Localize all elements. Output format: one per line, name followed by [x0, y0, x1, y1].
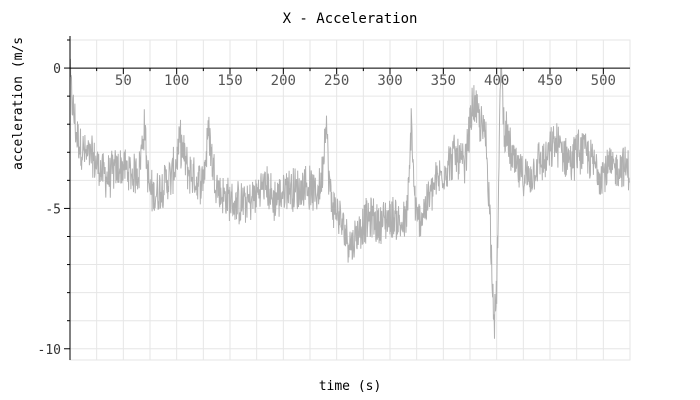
x-tick-label: 400 — [484, 73, 509, 89]
y-tick-label: -10 — [38, 343, 61, 358]
x-tick-label: 500 — [591, 73, 616, 89]
x-tick-label: 200 — [271, 73, 296, 89]
x-tick-label: 100 — [164, 73, 189, 89]
x-tick-label: 350 — [431, 73, 456, 89]
x-tick-label: 250 — [324, 73, 349, 89]
series-layer — [69, 58, 631, 339]
x-axis-title: time (s) — [319, 379, 382, 394]
x-tick-label: 450 — [537, 73, 562, 89]
axes: 0 -5 -10 50 100 150 200 250 300 350 400 450 500 — [38, 36, 630, 360]
series-line — [69, 58, 631, 339]
y-tick-label: 0 — [53, 62, 61, 77]
x-tick-label: 300 — [377, 73, 402, 89]
y-axis-title: acceleration (m/s — [11, 37, 26, 170]
y-tick-label: -5 — [45, 202, 61, 217]
x-tick-label: 150 — [217, 73, 242, 89]
chart-title: X - Acceleration — [283, 11, 418, 27]
x-tick-label: 50 — [115, 73, 132, 89]
